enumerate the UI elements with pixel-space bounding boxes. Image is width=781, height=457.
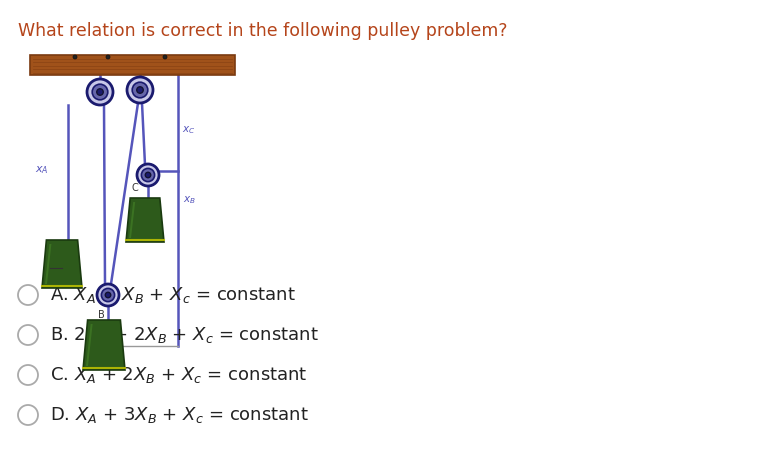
Polygon shape [86,324,93,366]
Polygon shape [129,202,135,238]
Text: $x_C$: $x_C$ [182,124,195,136]
Circle shape [97,89,103,95]
Circle shape [141,168,155,181]
Polygon shape [42,240,82,288]
Text: C. $X_A$ + $2X_B$ + $X_c$ = constant: C. $X_A$ + $2X_B$ + $X_c$ = constant [50,365,308,385]
Text: B. $2X_A$ + $2X_B$ + $X_c$ = constant: B. $2X_A$ + $2X_B$ + $X_c$ = constant [50,325,319,345]
Circle shape [87,79,113,105]
Circle shape [163,55,167,59]
Circle shape [137,87,143,93]
Circle shape [132,82,148,98]
Circle shape [127,77,153,103]
Polygon shape [83,320,125,370]
Circle shape [97,284,119,306]
Text: $x_B$: $x_B$ [183,194,196,206]
Text: C: C [132,183,139,193]
Circle shape [106,55,110,59]
Circle shape [92,84,108,100]
Polygon shape [45,244,52,284]
Text: D. $X_A$ + $3X_B$ + $X_c$ = constant: D. $X_A$ + $3X_B$ + $X_c$ = constant [50,405,308,425]
Circle shape [137,164,159,186]
Text: B: B [98,310,105,320]
Circle shape [73,55,77,59]
Text: A: A [68,263,75,273]
Text: $x_A$: $x_A$ [35,164,48,176]
Text: What relation is correct in the following pulley problem?: What relation is correct in the followin… [18,22,508,40]
Circle shape [145,172,151,178]
Text: A. $X_A$ + $X_B$ + $X_c$ = constant: A. $X_A$ + $X_B$ + $X_c$ = constant [50,285,296,305]
Circle shape [105,292,111,298]
Polygon shape [126,198,164,242]
Bar [30,55,235,75]
Circle shape [102,288,115,302]
